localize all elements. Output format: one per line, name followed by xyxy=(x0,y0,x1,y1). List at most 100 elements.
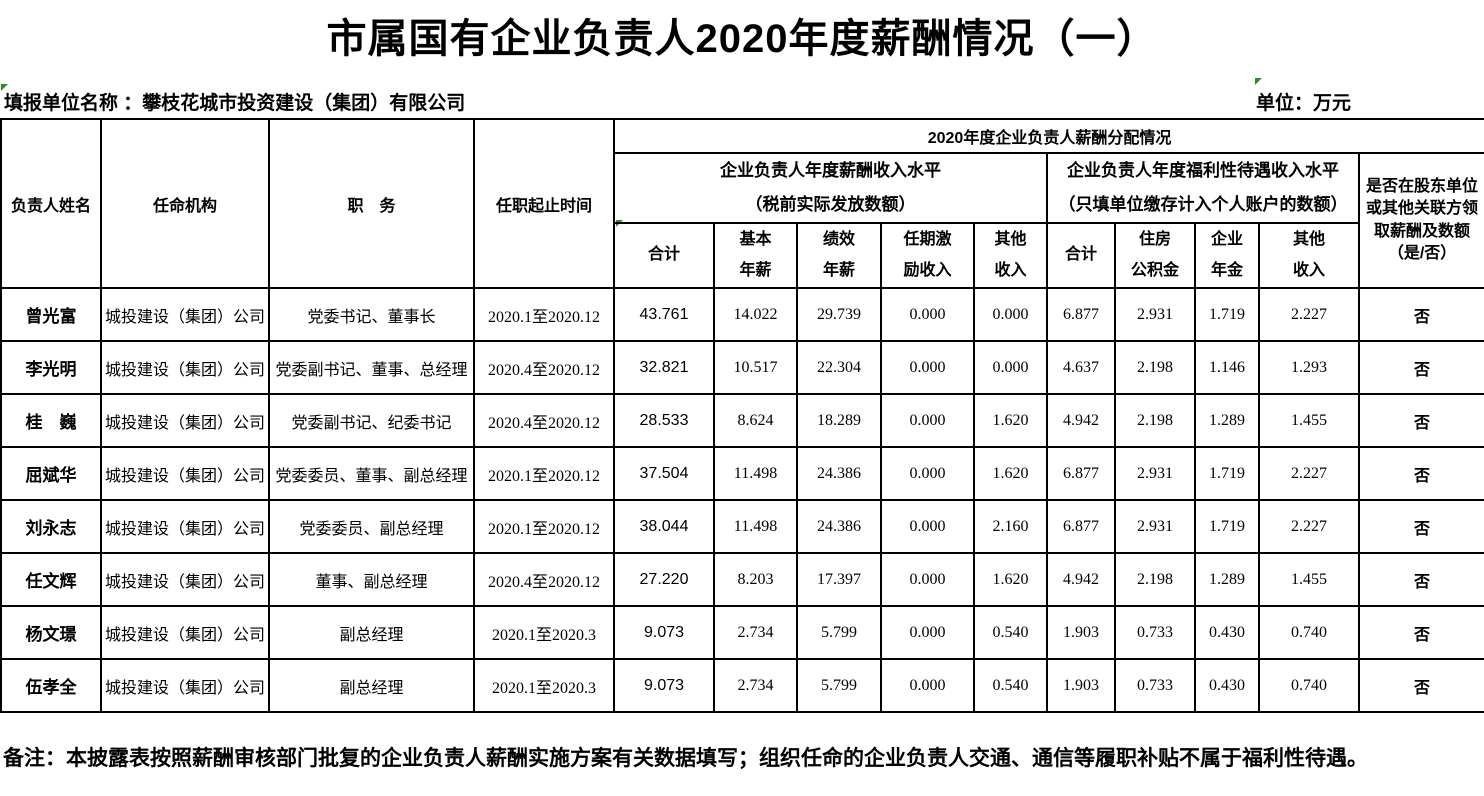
cell-salary_tenure: 0.000 xyxy=(880,552,975,607)
cell-salary_tenure: 0.000 xyxy=(880,393,975,448)
cell-salary_other: 1.620 xyxy=(973,552,1048,607)
cell-welfare_annuity: 0.430 xyxy=(1194,605,1260,660)
cell-position: 副总经理 xyxy=(268,658,475,713)
excel-error-triangle-icon xyxy=(1255,78,1262,85)
cell-salary_perf: 24.386 xyxy=(796,499,882,554)
unit-label: 单位： xyxy=(1256,93,1314,114)
cell-welfare_total: 6.877 xyxy=(1046,499,1116,554)
header-group-salary-line1: 企业负责人年度薪酬收入水平 xyxy=(720,161,941,180)
header-group-welfare: 企业负责人年度福利性待遇收入水平 （只填单位缴存计入个人账户的数额） xyxy=(1046,152,1360,224)
cell-position: 党委副书记、纪委书记 xyxy=(268,393,475,448)
cell-salary_total: 27.220 xyxy=(613,552,715,607)
cell-welfare_other: 1.455 xyxy=(1258,393,1360,448)
cell-welfare_housing: 2.931 xyxy=(1114,446,1196,501)
cell-position: 党委委员、副总经理 xyxy=(268,499,475,554)
cell-salary_perf: 5.799 xyxy=(796,658,882,713)
cell-salary_total: 37.504 xyxy=(613,446,715,501)
cell-term: 2020.1至2020.3 xyxy=(473,605,615,660)
cell-salary_perf: 29.739 xyxy=(796,287,882,342)
cell-welfare_housing: 2.198 xyxy=(1114,552,1196,607)
cell-welfare_other: 0.740 xyxy=(1258,605,1360,660)
cell-shareholder: 否 xyxy=(1357,287,1484,342)
cell-welfare_housing: 0.733 xyxy=(1114,605,1196,660)
cell-welfare_total: 1.903 xyxy=(1046,605,1116,660)
header-group-top: 2020年度企业负责人薪酬分配情况 xyxy=(612,118,1484,154)
cell-salary_total: 9.073 xyxy=(613,658,715,713)
table-header: 负责人姓名 任命机构 职 务 任职起止时间 2020年度企业负责人薪酬分配情况 … xyxy=(0,118,1484,289)
cell-salary_base: 8.203 xyxy=(713,552,798,607)
cell-welfare_total: 6.877 xyxy=(1046,287,1116,342)
cell-name: 伍孝全 xyxy=(0,658,102,713)
cell-position: 党委委员、董事、副总经理 xyxy=(268,446,475,501)
table-row: 桂 巍城投建设（集团）公司 党委副书记、纪委书记 2020.4至2020.12 28.… xyxy=(0,393,1484,448)
header-shareholder: 是否在股东单位或其他关联方领取薪酬及数额（是/否） xyxy=(1357,152,1484,289)
cell-shareholder: 否 xyxy=(1357,658,1484,713)
cell-org: 城投建设（集团）公司 xyxy=(100,446,270,501)
cell-welfare_housing: 2.198 xyxy=(1114,393,1196,448)
cell-term: 2020.1至2020.12 xyxy=(473,499,615,554)
cell-salary_base: 14.022 xyxy=(713,287,798,342)
cell-salary_base: 10.517 xyxy=(713,340,798,395)
header-welfare-other: 其他 收入 xyxy=(1258,222,1360,289)
header-row-1: 负责人姓名 任命机构 职 务 任职起止时间 2020年度企业负责人薪酬分配情况 xyxy=(0,118,1484,289)
header-welfare-annuity: 企业 年金 xyxy=(1194,222,1260,289)
cell-salary_tenure: 0.000 xyxy=(880,340,975,395)
header-row-3: 合计 基本 年薪 绩效 年薪 任期激 励收入 其他 收入 xyxy=(1,222,1484,289)
cell-welfare_housing: 0.733 xyxy=(1114,658,1196,713)
reporting-unit-line: 填报单位名称 ：攀枝花城市投资建设（集团）有限公司 xyxy=(4,88,465,115)
cell-shareholder: 否 xyxy=(1357,446,1484,501)
table-row: 刘永志 城投建设（集团）公司 党委委员、副总经理 2020.1至2020.12 38.0… xyxy=(0,499,1484,554)
header-welfare-total: 合计 xyxy=(1046,222,1116,289)
cell-org: 城投建设（集团）公司 xyxy=(100,499,270,554)
cell-shareholder: 否 xyxy=(1357,499,1484,554)
cell-welfare_total: 4.637 xyxy=(1046,340,1116,395)
header-name: 负责人姓名 xyxy=(0,118,102,289)
header-salary-base: 基本 年薪 xyxy=(713,222,798,289)
cell-salary_perf: 17.397 xyxy=(796,552,882,607)
header-salary-total: 合计 xyxy=(613,222,715,289)
cell-welfare_annuity: 1.719 xyxy=(1194,287,1260,342)
cell-org: 城投建设（集团）公司 xyxy=(100,658,270,713)
cell-name: 屈斌华 xyxy=(0,446,102,501)
cell-welfare_other: 2.227 xyxy=(1258,499,1360,554)
cell-name: 任文辉 xyxy=(0,552,102,607)
cell-salary_tenure: 0.000 xyxy=(880,658,975,713)
cell-welfare_total: 4.942 xyxy=(1046,552,1116,607)
header-org: 任命机构 xyxy=(100,118,270,289)
cell-salary_tenure: 0.000 xyxy=(880,605,975,660)
cell-name: 桂 巍 xyxy=(0,393,102,448)
header-salary-other: 其他 收入 xyxy=(973,222,1048,289)
cell-welfare_annuity: 1.146 xyxy=(1194,340,1260,395)
unit-value: 万元 xyxy=(1313,93,1352,114)
cell-salary_perf: 18.289 xyxy=(796,393,882,448)
cell-salary_base: 11.498 xyxy=(713,499,798,554)
cell-salary_other: 0.000 xyxy=(973,287,1048,342)
cell-welfare_annuity: 1.719 xyxy=(1194,446,1260,501)
table-body: 曾光富 城投建设（集团）公司 党委书记、董事长 2020.1至2020.12 43.76… xyxy=(0,287,1484,713)
cell-salary_perf: 24.386 xyxy=(796,446,882,501)
page-title: 市属国有企业负责人2020年度薪酬情况（一） xyxy=(326,17,1158,61)
table-row: 屈斌华 城投建设（集团）公司 党委委员、董事、副总经理 2020.1至2020.12 3… xyxy=(0,446,1484,501)
header-group-welfare-line2: （只填单位缴存计入个人账户的数额） xyxy=(1058,195,1348,214)
cell-salary_base: 11.498 xyxy=(713,446,798,501)
cell-welfare_other: 1.455 xyxy=(1258,552,1360,607)
cell-term: 2020.4至2020.12 xyxy=(473,552,615,607)
cell-welfare_total: 4.942 xyxy=(1046,393,1116,448)
cell-shareholder: 否 xyxy=(1357,605,1484,660)
cell-name: 曾光富 xyxy=(0,287,102,342)
cell-term: 2020.4至2020.12 xyxy=(473,393,615,448)
cell-welfare_other: 1.293 xyxy=(1258,340,1360,395)
cell-welfare_annuity: 1.289 xyxy=(1194,552,1260,607)
cell-salary_other: 0.540 xyxy=(973,605,1048,660)
table-row: 伍孝全 城投建设（集团）公司 副总经理 2020.1至2020.3 9.073 2.734… xyxy=(0,658,1484,713)
cell-shareholder: 否 xyxy=(1357,340,1484,395)
cell-welfare_annuity: 1.289 xyxy=(1194,393,1260,448)
header-group-welfare-line1: 企业负责人年度福利性待遇收入水平 xyxy=(1067,161,1339,180)
header-term: 任职起止时间 xyxy=(473,118,615,289)
salary-table: 负责人姓名 任命机构 职 务 任职起止时间 2020年度企业负责人薪酬分配情况 … xyxy=(0,118,1484,713)
cell-salary_tenure: 0.000 xyxy=(880,287,975,342)
cell-position: 董事、副总经理 xyxy=(268,552,475,607)
cell-welfare_housing: 2.931 xyxy=(1114,499,1196,554)
cell-position: 党委书记、董事长 xyxy=(268,287,475,342)
cell-salary_total: 38.044 xyxy=(613,499,715,554)
